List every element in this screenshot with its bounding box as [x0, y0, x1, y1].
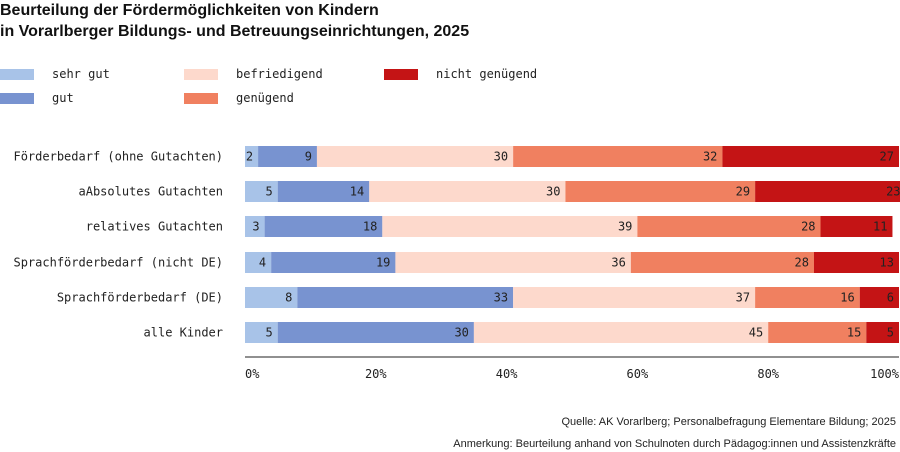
- data-label: 36: [611, 256, 625, 270]
- data-label: 23: [886, 185, 900, 199]
- bar-segment: [277, 322, 474, 343]
- bar-segment: [245, 181, 278, 202]
- bar-segment: [859, 287, 899, 308]
- legend-item: gut: [0, 90, 74, 106]
- bar-segment: [866, 322, 899, 343]
- data-label: 8: [285, 291, 292, 305]
- data-label: 32: [703, 150, 717, 164]
- bar-segment: [316, 146, 514, 167]
- data-label: 33: [494, 291, 508, 305]
- legend-label: genügend: [236, 91, 294, 105]
- category-label: relatives Gutachten: [86, 220, 223, 234]
- bar-segment: [768, 322, 867, 343]
- x-tick-label: 40%: [496, 367, 518, 381]
- legend-swatch: [384, 68, 418, 80]
- bar-segment: [513, 146, 723, 167]
- category-label: Sprachförderbedarf (DE): [57, 291, 223, 305]
- legend-item: nicht genügend: [384, 66, 537, 82]
- bar-segment: [245, 287, 298, 308]
- bar-segment: [369, 181, 566, 202]
- data-label: 45: [749, 326, 763, 340]
- data-label: 2: [246, 150, 253, 164]
- x-tick-label: 0%: [245, 367, 260, 381]
- bar-segment: [813, 252, 899, 273]
- legend-label: gut: [52, 91, 74, 105]
- bar-segment: [722, 146, 899, 167]
- bar-segment: [755, 181, 900, 202]
- bar-segment: [637, 216, 821, 237]
- data-label: 37: [736, 291, 750, 305]
- legend-item: befriedigend: [184, 66, 323, 82]
- bar-segment: [630, 252, 814, 273]
- legend-swatch: [184, 92, 218, 104]
- bar-segment: [513, 287, 756, 308]
- bar-segment: [473, 322, 769, 343]
- chart-title-line1: Beurteilung der Fördermöglichkeiten von …: [0, 2, 379, 19]
- chart-title: Beurteilung der Fördermöglichkeiten von …: [0, 0, 469, 42]
- bar-segment: [245, 216, 265, 237]
- data-label: 29: [736, 185, 750, 199]
- data-label: 4: [259, 256, 266, 270]
- data-label: 13: [880, 256, 894, 270]
- data-label: 15: [847, 326, 861, 340]
- data-label: 39: [618, 220, 632, 234]
- source-note: Quelle: AK Vorarlberg; Personalbefragung…: [561, 416, 897, 428]
- legend: sehr gut gut befriedigend genügend nicht gen…: [0, 66, 620, 110]
- bar-segment: [245, 146, 259, 167]
- category-label: Sprachförderbedarf (nicht DE): [13, 256, 223, 270]
- bar-segment: [271, 252, 396, 273]
- annotation-note: Anmerkung: Beurteilung anhand von Schuln…: [453, 438, 896, 450]
- bar-segment: [297, 287, 514, 308]
- data-label: 30: [454, 326, 468, 340]
- bar-segment: [245, 252, 272, 273]
- category-label: aAbsolutes Gutachten: [79, 185, 224, 199]
- x-tick-label: 20%: [365, 367, 387, 381]
- data-label: 28: [795, 256, 809, 270]
- bar-segment: [755, 287, 860, 308]
- bar-segment: [382, 216, 638, 237]
- legend-label: befriedigend: [236, 67, 323, 81]
- data-label: 30: [494, 150, 508, 164]
- data-label: 30: [546, 185, 560, 199]
- data-label: 6: [887, 291, 894, 305]
- legend-swatch: [184, 68, 218, 80]
- bar-segment: [258, 146, 317, 167]
- bar-segment: [565, 181, 756, 202]
- data-label: 27: [880, 150, 894, 164]
- data-label: 19: [376, 256, 390, 270]
- x-tick-label: 80%: [757, 367, 779, 381]
- data-label: 3: [252, 220, 259, 234]
- data-label: 18: [363, 220, 377, 234]
- x-tick-label: 100%: [870, 367, 900, 381]
- legend-label: sehr gut: [52, 67, 110, 81]
- data-label: 14: [350, 185, 364, 199]
- bar-segment: [395, 252, 631, 273]
- data-label: 5: [265, 326, 272, 340]
- bar-segment: [264, 216, 383, 237]
- legend-item: sehr gut: [0, 66, 110, 82]
- legend-swatch: [0, 92, 34, 104]
- bar-segment: [245, 322, 278, 343]
- bar-segment: [820, 216, 893, 237]
- legend-swatch: [0, 68, 34, 80]
- bar-segment: [277, 181, 370, 202]
- category-label: Förderbedarf (ohne Gutachten): [13, 150, 223, 164]
- legend-item: genügend: [184, 90, 294, 106]
- data-label: 9: [305, 150, 312, 164]
- category-label: alle Kinder: [144, 326, 223, 340]
- data-label: 5: [265, 185, 272, 199]
- data-label: 11: [873, 220, 887, 234]
- chart-title-line2: in Vorarlberger Bildungs- und Betreuungs…: [0, 23, 470, 40]
- data-label: 28: [801, 220, 815, 234]
- data-label: 5: [887, 326, 894, 340]
- x-tick-label: 60%: [627, 367, 649, 381]
- legend-label: nicht genügend: [436, 67, 538, 81]
- data-label: 16: [840, 291, 854, 305]
